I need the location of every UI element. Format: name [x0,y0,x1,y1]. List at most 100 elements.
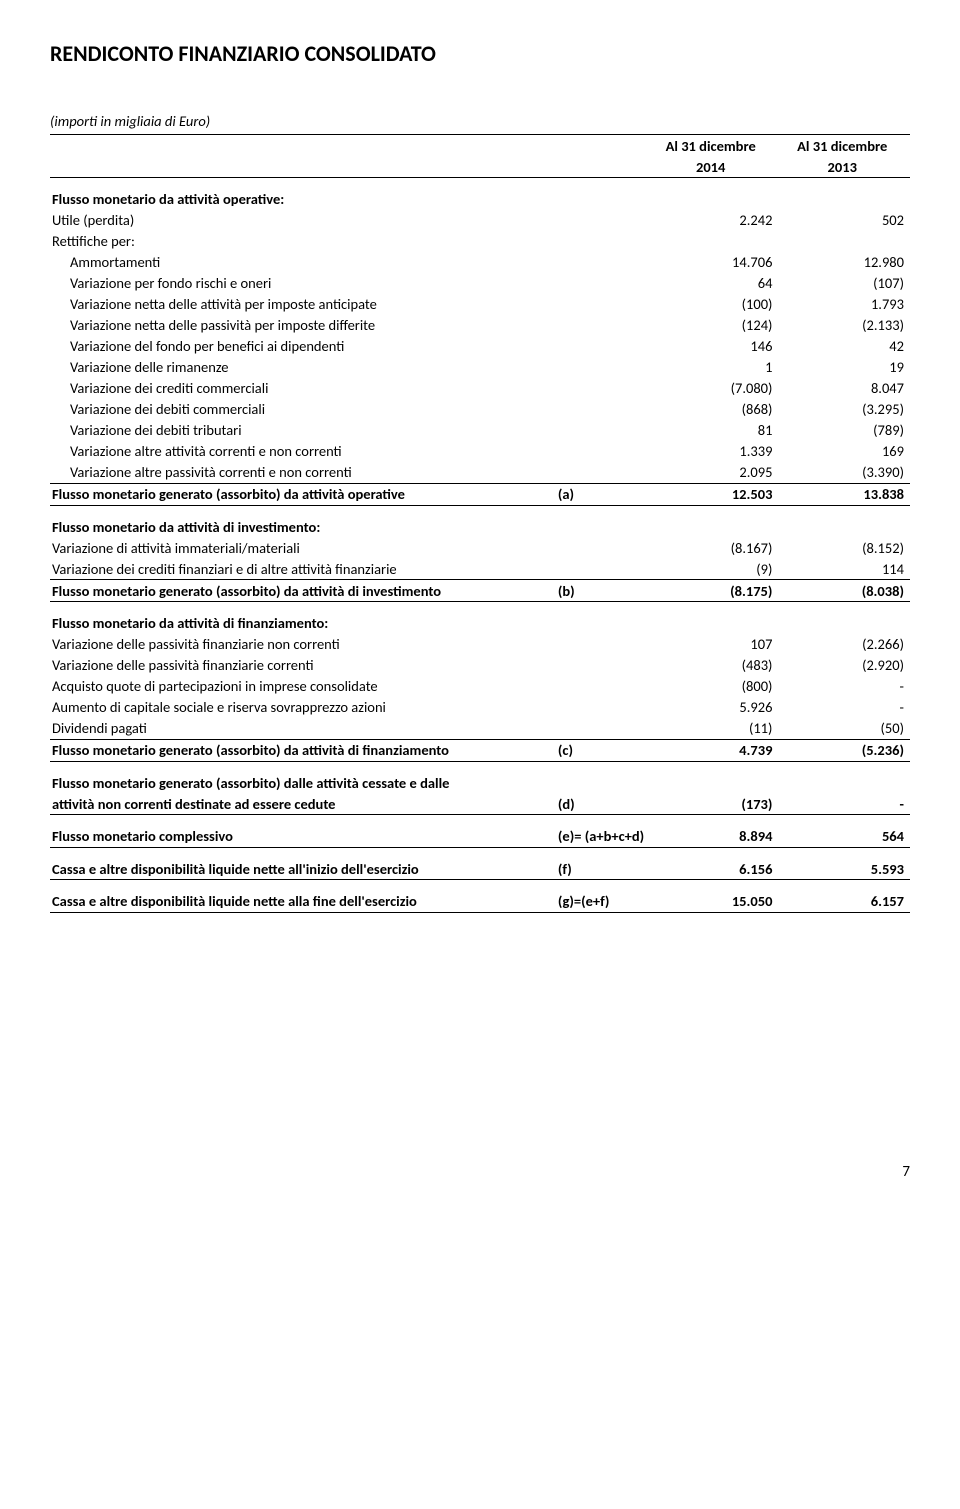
row-label: Variazione netta delle attività per impo… [50,294,556,315]
row-value: (868) [647,399,779,420]
row-value: (2.133) [778,315,910,336]
row-label: Utile (perdita) [50,210,556,231]
row-value: 1 [647,357,779,378]
row-value: (2.266) [778,634,910,655]
row-label: Aumento di capitale sociale e riserva so… [50,697,556,718]
row-value: 12.980 [778,252,910,273]
row-value: 19 [778,357,910,378]
table-row: Utile (perdita) 2.242 502 [50,210,910,231]
col-header-year2: 2013 [778,156,910,178]
row-label: Variazione del fondo per benefici ai dip… [50,336,556,357]
table-row: Variazione dei crediti commerciali (7.080… [50,378,910,399]
row-label: Flusso monetario generato (assorbito) da… [50,739,556,761]
total-row: Flusso monetario complessivo (e)= (a+b+c… [50,815,910,848]
row-value: 64 [647,273,779,294]
row-note: (g)=(e+f) [556,880,647,913]
row-value: 114 [778,558,910,580]
row-label: Cassa e altre disponibilità liquide nett… [50,847,556,880]
table-row: Acquisto quote di partecipazioni in impr… [50,676,910,697]
subtotal-row: attività non correnti destinate ad esser… [50,793,910,815]
row-value: 1.339 [647,441,779,462]
table-row: Variazione delle passività finanziarie c… [50,655,910,676]
row-label: Flusso monetario complessivo [50,815,556,848]
table-row: Variazione altre attività correnti e non… [50,441,910,462]
row-label: Variazione dei crediti finanziari e di a… [50,558,556,580]
row-value: - [778,697,910,718]
row-label: Variazione netta delle passività per imp… [50,315,556,336]
row-value: (50) [778,718,910,740]
row-value: 169 [778,441,910,462]
row-label: Acquisto quote di partecipazioni in impr… [50,676,556,697]
table-row: Flusso monetario generato (assorbito) da… [50,761,910,793]
table-row: Variazione dei debiti tributari 81(789) [50,420,910,441]
table-row: Variazione per fondo rischi e oneri64(10… [50,273,910,294]
row-label: Ammortamenti [50,252,556,273]
col-header-year1: 2014 [647,156,779,178]
row-note: (b) [556,580,647,602]
section-title: Flusso monetario da attività di investim… [50,505,556,537]
row-label: Variazione per fondo rischi e oneri [50,273,556,294]
row-label: Flusso monetario generato (assorbito) da… [50,483,556,505]
row-value: 14.706 [647,252,779,273]
table-row: Variazione altre passività correnti e no… [50,462,910,484]
row-label: Variazione dei debiti commerciali [50,399,556,420]
row-value: (2.920) [778,655,910,676]
row-label: Variazione dei crediti commerciali [50,378,556,399]
table-row: Rettifiche per: [50,231,910,252]
row-value: 6.156 [647,847,779,880]
page-title: RENDICONTO FINANZIARIO CONSOLIDATO [50,40,910,67]
row-value: (8.175) [647,580,779,602]
table-row: Ammortamenti 14.70612.980 [50,252,910,273]
subtotal-row: Flusso monetario generato (assorbito) da… [50,739,910,761]
row-label: Variazione dei debiti tributari [50,420,556,441]
row-value: (789) [778,420,910,441]
row-label: Flusso monetario generato (assorbito) da… [50,761,556,793]
cashflow-table: Al 31 dicembre Al 31 dicembre 2014 2013 … [50,134,910,913]
row-value: (3.390) [778,462,910,484]
col-header-date2: Al 31 dicembre [778,135,910,157]
row-value: 8.047 [778,378,910,399]
row-value: - [778,793,910,815]
row-value: 502 [778,210,910,231]
row-label: Variazione di attività immateriali/mater… [50,537,556,558]
row-label: Variazione altre passività correnti e no… [50,462,556,484]
table-row: Variazione delle rimanenze119 [50,357,910,378]
row-value: 564 [778,815,910,848]
row-value: (11) [647,718,779,740]
row-label: Variazione altre attività correnti e non… [50,441,556,462]
row-value: (7.080) [647,378,779,399]
row-label: Cassa e altre disponibilità liquide nett… [50,880,556,913]
row-value: (3.295) [778,399,910,420]
subtotal-row: Flusso monetario generato (assorbito) da… [50,580,910,602]
row-value: 146 [647,336,779,357]
section-title: Flusso monetario da attività di finanzia… [50,602,556,634]
row-value: 81 [647,420,779,441]
row-note: (f) [556,847,647,880]
total-row: Cassa e altre disponibilità liquide nett… [50,880,910,913]
row-value: 4.739 [647,739,779,761]
row-value: (173) [647,793,779,815]
row-value: (9) [647,558,779,580]
row-note: (e)= (a+b+c+d) [556,815,647,848]
row-value: 8.894 [647,815,779,848]
row-value: 6.157 [778,880,910,913]
table-row: Variazione netta delle attività per impo… [50,294,910,315]
row-note: (a) [556,483,647,505]
row-value: (8.167) [647,537,779,558]
row-note: (c) [556,739,647,761]
row-value: 1.793 [778,294,910,315]
subtotal-row: Flusso monetario generato (assorbito) da… [50,483,910,505]
row-value: (483) [647,655,779,676]
row-value: 2.242 [647,210,779,231]
table-row: Dividendi pagati(11)(50) [50,718,910,740]
row-value: 12.503 [647,483,779,505]
row-value: (8.152) [778,537,910,558]
row-value: (124) [647,315,779,336]
row-note: (d) [556,793,647,815]
row-value: (8.038) [778,580,910,602]
row-label: Variazione delle passività finanziarie n… [50,634,556,655]
row-value: 107 [647,634,779,655]
row-label: Flusso monetario generato (assorbito) da… [50,580,556,602]
row-label: attività non correnti destinate ad esser… [50,793,556,815]
row-value: 2.095 [647,462,779,484]
